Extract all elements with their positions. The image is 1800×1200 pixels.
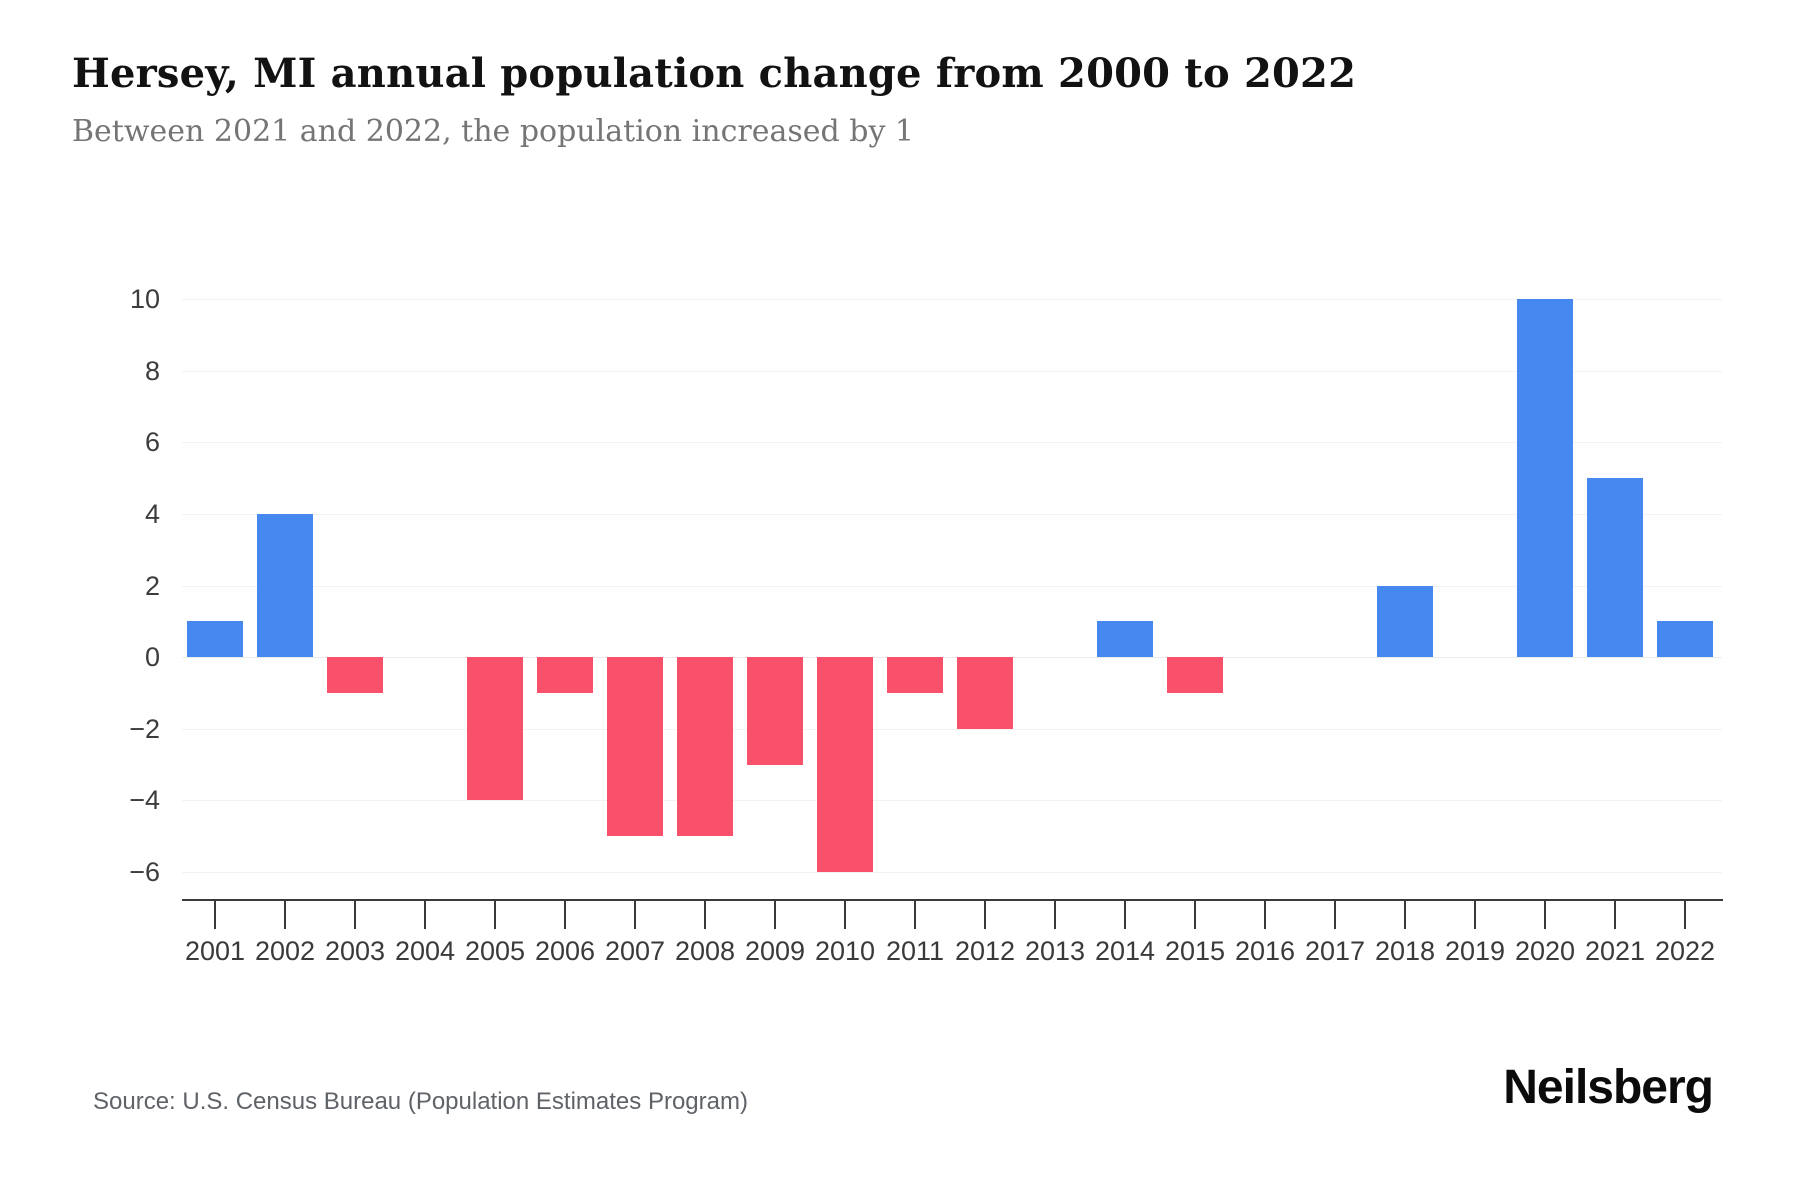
x-tick-2001: [214, 901, 216, 929]
gridline-4: [182, 513, 1722, 515]
x-tick-label-2016: 2016: [1234, 936, 1296, 966]
x-tick-label-2007: 2007: [604, 936, 666, 966]
x-tick-label-2017: 2017: [1304, 936, 1366, 966]
x-tick-label-2004: 2004: [394, 936, 456, 966]
x-axis-line: [182, 899, 1723, 901]
y-tick-label-6: 6: [144, 427, 160, 458]
x-tick-label-2012: 2012: [954, 936, 1016, 966]
x-tick-label-2002: 2002: [254, 936, 316, 966]
y-tick-label-2: 2: [144, 570, 160, 601]
bar-2003: [327, 657, 383, 693]
bar-2012: [957, 657, 1013, 729]
x-tick-label-2021: 2021: [1584, 936, 1646, 966]
x-tick-label-2001: 2001: [184, 936, 246, 966]
x-tick-2017: [1334, 901, 1336, 929]
y-tick-label--2: −2: [129, 713, 160, 744]
x-tick-label-2014: 2014: [1094, 936, 1156, 966]
chart-title: Hersey, MI annual population change from…: [72, 50, 1357, 97]
bar-2008: [677, 657, 733, 837]
x-tick-2003: [354, 901, 356, 929]
bar-2001: [187, 621, 243, 658]
plot-area: [182, 299, 1722, 873]
bar-2009: [747, 657, 803, 765]
x-tick-label-2008: 2008: [674, 936, 736, 966]
x-tick-label-2003: 2003: [324, 936, 386, 966]
x-tick-label-2022: 2022: [1654, 936, 1716, 966]
x-tick-2006: [564, 901, 566, 929]
x-tick-2008: [704, 901, 706, 929]
x-tick-2002: [284, 901, 286, 929]
gridline--2: [182, 728, 1722, 730]
bar-2014: [1097, 621, 1153, 658]
x-tick-label-2005: 2005: [464, 936, 526, 966]
x-tick-label-2009: 2009: [744, 936, 806, 966]
brand-logo: Neilsberg: [1503, 1061, 1714, 1114]
x-tick-2013: [1054, 901, 1056, 929]
x-tick-label-2020: 2020: [1514, 936, 1576, 966]
y-tick-label-8: 8: [144, 355, 160, 386]
source-note: Source: U.S. Census Bureau (Population E…: [93, 1088, 748, 1115]
x-tick-2007: [634, 901, 636, 929]
bar-2021: [1587, 478, 1643, 658]
x-tick-2004: [424, 901, 426, 929]
gridline-8: [182, 370, 1722, 372]
x-tick-2005: [494, 901, 496, 929]
gridline-6: [182, 442, 1722, 444]
x-tick-2011: [914, 901, 916, 929]
bar-2002: [257, 513, 313, 658]
bar-2020: [1517, 299, 1573, 658]
y-tick-label--4: −4: [129, 785, 160, 816]
x-tick-2010: [844, 901, 846, 929]
x-tick-label-2006: 2006: [534, 936, 596, 966]
y-tick-label-10: 10: [129, 284, 160, 314]
x-tick-2020: [1544, 901, 1546, 929]
bar-2011: [887, 657, 943, 693]
x-tick-label-2011: 2011: [885, 936, 945, 966]
bar-2006: [537, 657, 593, 693]
gridline-2: [182, 585, 1722, 587]
x-tick-2015: [1194, 901, 1196, 929]
x-tick-label-2015: 2015: [1164, 936, 1226, 966]
x-tick-2014: [1124, 901, 1126, 929]
x-tick-label-2010: 2010: [814, 936, 876, 966]
x-tick-label-2013: 2013: [1024, 936, 1086, 966]
bar-2018: [1377, 585, 1433, 658]
bar-2022: [1657, 621, 1713, 658]
gridline--6: [182, 872, 1722, 873]
x-tick-2018: [1404, 901, 1406, 929]
x-tick-2012: [984, 901, 986, 929]
gridline--4: [182, 800, 1722, 802]
x-tick-label-2018: 2018: [1374, 936, 1436, 966]
x-tick-2019: [1474, 901, 1476, 929]
gridline-10: [182, 299, 1722, 300]
y-tick-label--6: −6: [129, 857, 160, 887]
y-tick-label-0: 0: [144, 642, 160, 673]
bar-2007: [607, 657, 663, 837]
chart-subtitle: Between 2021 and 2022, the population in…: [72, 114, 915, 149]
y-tick-label-4: 4: [144, 498, 160, 529]
bar-2005: [467, 657, 523, 801]
gridline-0: [182, 657, 1722, 659]
x-tick-label-2019: 2019: [1444, 936, 1506, 966]
x-tick-2022: [1684, 901, 1686, 929]
x-tick-2021: [1614, 901, 1616, 929]
bar-2015: [1167, 657, 1223, 693]
bar-2010: [817, 657, 873, 872]
x-tick-2009: [774, 901, 776, 929]
x-tick-2016: [1264, 901, 1266, 929]
